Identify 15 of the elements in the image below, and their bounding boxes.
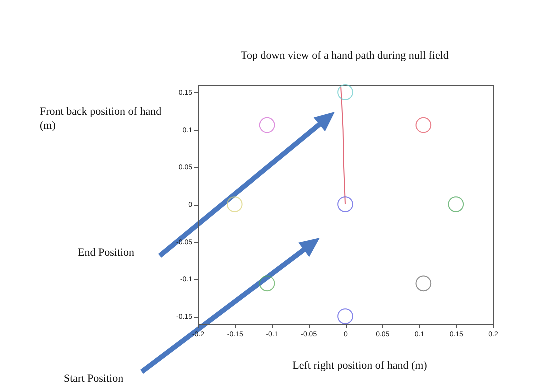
point [338, 84, 354, 100]
point [448, 196, 464, 212]
point [416, 276, 432, 292]
point [338, 196, 354, 212]
text: Start Position [64, 373, 124, 385]
point [338, 308, 354, 324]
point [226, 196, 243, 212]
x-axis-title: Left right position of hand (m) [292, 360, 428, 372]
text: End Position [78, 247, 135, 259]
point [416, 117, 432, 134]
line-series [340, 86, 346, 205]
point [259, 276, 276, 292]
chart-title: Top down view of a hand path during null field [240, 50, 450, 62]
y-axis-title: Front back position of hand (m) [40, 105, 163, 133]
point [259, 117, 276, 134]
